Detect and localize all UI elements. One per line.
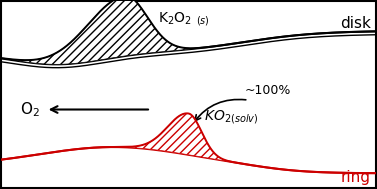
Text: O$_2$: O$_2$ <box>20 100 40 119</box>
Text: ~100%: ~100% <box>245 84 291 97</box>
Text: disk: disk <box>340 16 371 31</box>
Text: K$_2$O$_2$ $_{(s)}$: K$_2$O$_2$ $_{(s)}$ <box>158 10 210 29</box>
Text: ring: ring <box>341 170 371 184</box>
Text: KO$_{2(solv)}$: KO$_{2(solv)}$ <box>204 108 258 126</box>
